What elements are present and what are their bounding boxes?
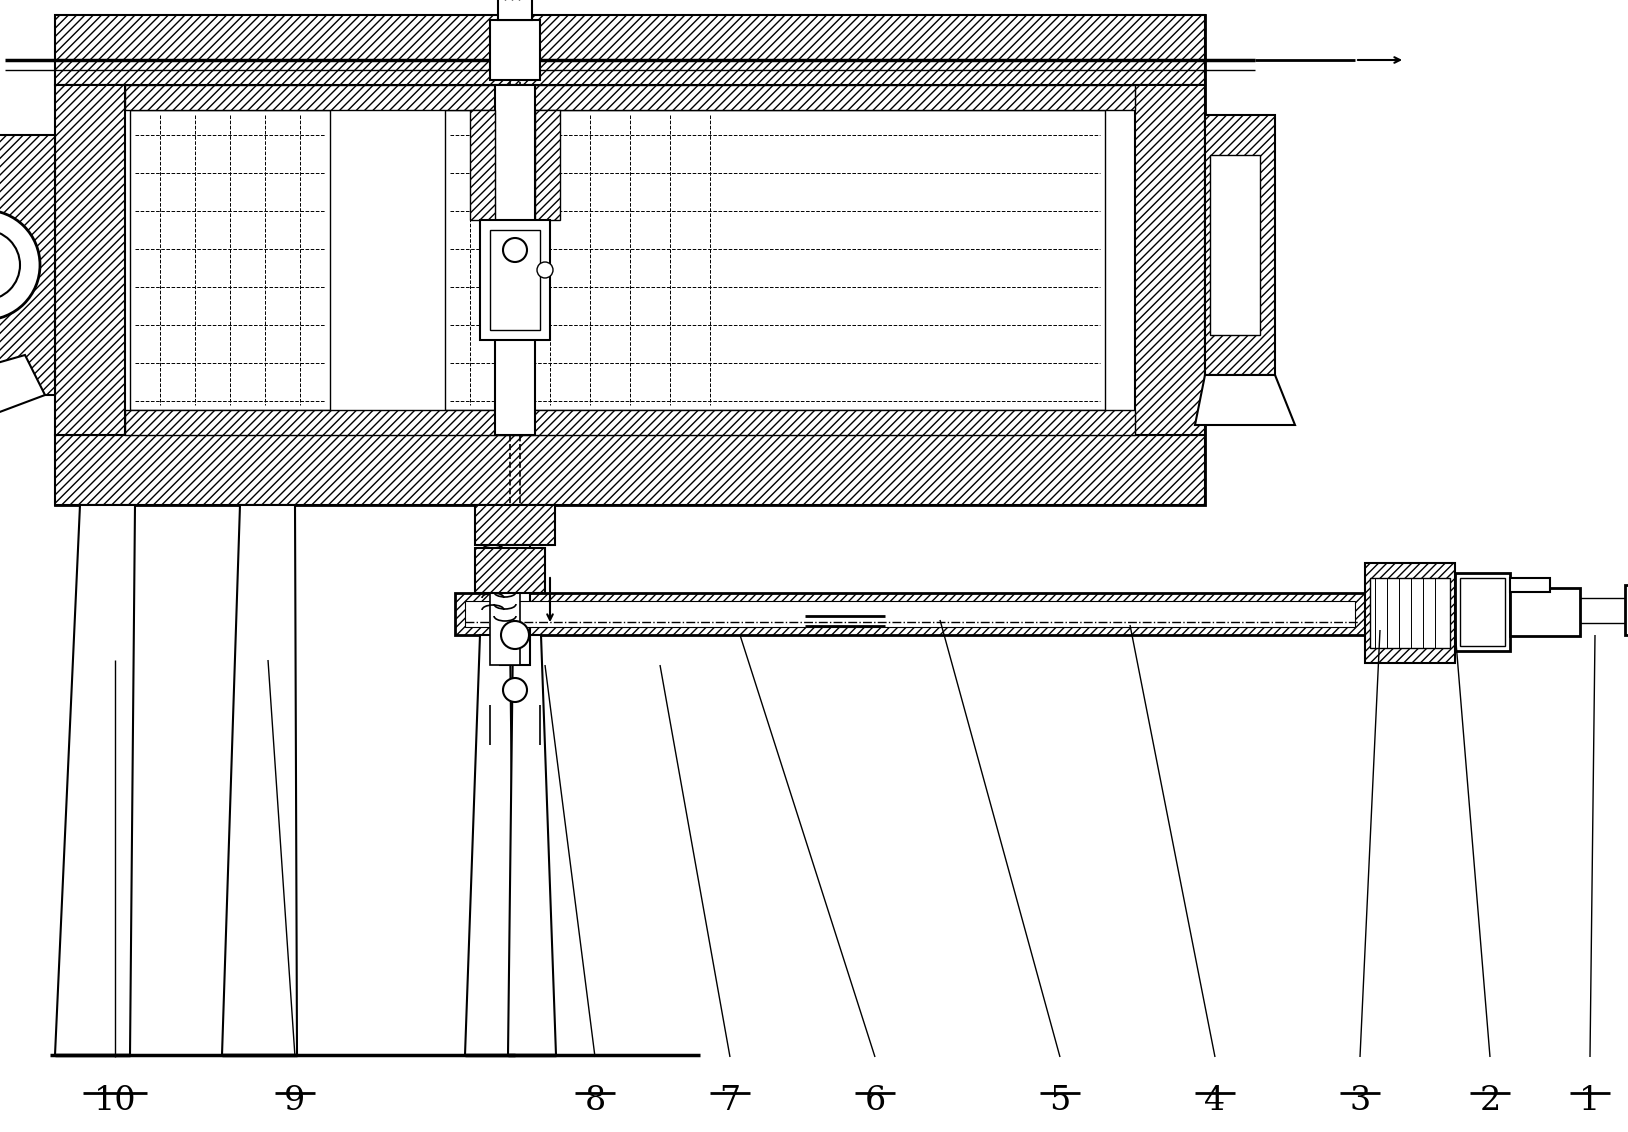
Text: 5: 5 [1050,1084,1071,1117]
Polygon shape [0,135,55,395]
Bar [1455,573,1511,651]
Bar [1210,155,1260,335]
Polygon shape [536,110,560,220]
Text: 1: 1 [1579,1084,1600,1117]
Bar [1625,585,1628,635]
Bar [444,110,1105,410]
Polygon shape [454,593,1364,635]
Polygon shape [55,15,1205,85]
Polygon shape [55,85,125,435]
Polygon shape [125,410,1135,435]
Bar [490,548,519,664]
Text: 8: 8 [584,1084,606,1117]
Bar [125,85,1135,435]
Bar [130,110,330,410]
Bar [55,15,1205,505]
Circle shape [503,678,527,702]
Bar [495,85,536,435]
Text: 4: 4 [1205,1084,1226,1117]
Circle shape [0,230,20,300]
Circle shape [0,211,41,320]
Text: 9: 9 [285,1084,306,1117]
Bar [490,20,540,80]
Polygon shape [1135,85,1205,435]
Bar [1511,578,1550,592]
Text: 3: 3 [1350,1084,1371,1117]
Bar [500,544,531,664]
Text: 6: 6 [864,1084,886,1117]
Bar [498,0,532,20]
Polygon shape [470,110,495,220]
Polygon shape [1205,115,1275,375]
Text: 7: 7 [720,1084,741,1117]
Bar [1371,578,1451,648]
Bar [466,601,1354,627]
Circle shape [503,238,527,261]
Polygon shape [55,505,135,1055]
Polygon shape [1364,563,1455,663]
Polygon shape [1195,375,1294,424]
Polygon shape [125,85,1135,110]
Text: 10: 10 [94,1084,137,1117]
Bar [480,220,550,340]
Polygon shape [508,635,557,1055]
Circle shape [537,261,554,278]
Polygon shape [55,435,1205,505]
Polygon shape [475,548,545,593]
Bar [500,0,531,20]
Text: 2: 2 [1480,1084,1501,1117]
Bar [1511,588,1581,636]
Bar [490,230,540,331]
Bar [1460,578,1504,646]
Polygon shape [221,505,296,1055]
Circle shape [501,621,529,649]
Polygon shape [466,635,514,1055]
Polygon shape [0,355,46,424]
Polygon shape [475,505,555,544]
